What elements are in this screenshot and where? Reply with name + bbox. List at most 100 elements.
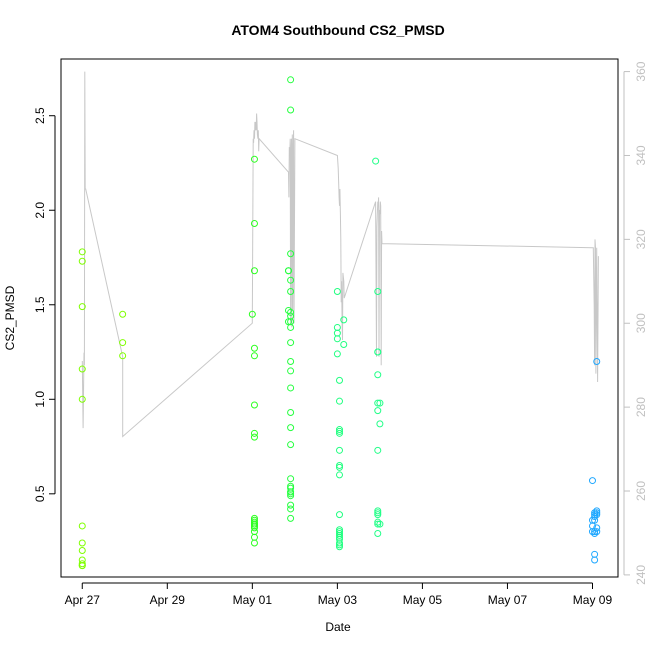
y-axis: 0.5 1.0 1.5 2.0 2.5 <box>33 107 56 502</box>
x-tick-label: May 01 <box>233 593 273 607</box>
data-point <box>250 219 258 227</box>
data-point <box>333 329 341 337</box>
data-point <box>593 509 601 517</box>
y2-tick-label: 320 <box>634 229 648 249</box>
y-tick-label: 0.5 <box>33 485 47 502</box>
data-point <box>250 520 258 528</box>
secondary-y-axis: 240 260 280 300 320 340 360 <box>623 61 648 585</box>
data-point <box>250 539 258 547</box>
data-point <box>591 550 599 558</box>
data-point <box>287 505 295 513</box>
plot-frame <box>60 58 619 578</box>
chart-title: ATOM4 Southbound CS2_PMSD <box>231 22 444 38</box>
data-point <box>374 371 382 379</box>
data-point <box>287 339 295 347</box>
data-point <box>287 490 295 498</box>
data-point <box>287 308 295 316</box>
data-point <box>287 475 295 483</box>
data-point <box>336 446 343 454</box>
data-point <box>593 528 601 536</box>
y2-tick-label: 340 <box>634 145 648 165</box>
data-point <box>287 323 295 331</box>
data-point <box>593 507 601 515</box>
data-point <box>287 488 295 496</box>
data-point <box>78 365 86 373</box>
data-point <box>374 288 382 296</box>
data-point <box>287 357 295 365</box>
data-point <box>248 310 256 318</box>
data-point <box>333 323 341 331</box>
series-line <box>81 71 599 438</box>
data-point <box>78 257 86 265</box>
y-tick-label: 2.0 <box>33 202 47 219</box>
y-tick-label: 1.0 <box>33 391 47 408</box>
data-point <box>250 528 258 536</box>
data-point <box>250 524 258 532</box>
data-point <box>336 429 343 437</box>
data-point <box>336 463 343 471</box>
data-point <box>287 367 295 375</box>
data-point <box>78 547 86 555</box>
data-point <box>593 511 601 519</box>
data-point <box>336 471 343 479</box>
data-point <box>372 157 380 165</box>
data-point <box>336 541 343 549</box>
data-point <box>376 399 384 407</box>
data-point <box>374 518 382 526</box>
data-point <box>287 501 295 509</box>
data-point <box>78 303 86 311</box>
data-point <box>374 348 382 356</box>
data-point <box>287 250 295 258</box>
data-point <box>287 514 295 522</box>
data-point <box>78 395 86 403</box>
data-point <box>250 401 258 409</box>
data-point <box>287 276 295 284</box>
data-point <box>374 509 382 517</box>
data-point <box>593 357 601 365</box>
data-point <box>336 531 343 539</box>
data-point <box>588 477 596 485</box>
data-point <box>287 106 295 114</box>
data-point <box>336 426 343 434</box>
x-tick-label: Apr 29 <box>150 593 186 607</box>
data-point <box>340 316 348 324</box>
data-point <box>119 352 127 360</box>
data-point <box>374 530 382 538</box>
y-axis-label: CS2_PMSD <box>3 285 17 350</box>
data-point <box>287 492 295 500</box>
data-point <box>591 509 599 517</box>
data-point <box>333 335 341 343</box>
data-point <box>284 267 292 275</box>
y2-tick-label: 280 <box>634 397 648 417</box>
data-point <box>376 420 384 428</box>
data-point <box>336 511 343 519</box>
data-point <box>336 461 343 469</box>
data-point <box>250 352 258 360</box>
data-point <box>374 520 382 528</box>
data-point <box>336 376 343 384</box>
y-tick-label: 2.5 <box>33 107 47 124</box>
data-point <box>593 524 601 532</box>
data-point <box>287 384 295 392</box>
data-point <box>374 511 382 519</box>
data-point <box>250 267 258 275</box>
series-line-layer <box>81 71 599 438</box>
data-point <box>119 310 127 318</box>
data-point <box>374 399 382 407</box>
data-point <box>340 340 348 348</box>
y2-tick-label: 260 <box>634 481 648 501</box>
data-point <box>287 441 295 449</box>
data-point <box>374 407 382 415</box>
data-point <box>287 288 295 296</box>
data-point <box>336 427 343 435</box>
data-point <box>287 409 295 417</box>
data-point <box>336 543 343 551</box>
data-point <box>591 556 599 564</box>
data-point <box>333 350 341 358</box>
data-point <box>588 528 596 536</box>
data-point <box>250 516 258 524</box>
data-point <box>78 562 86 570</box>
x-axis: Apr 27 Apr 29 May 01 May 03 May 05 May 07 May … <box>65 582 612 607</box>
data-point <box>374 446 382 454</box>
